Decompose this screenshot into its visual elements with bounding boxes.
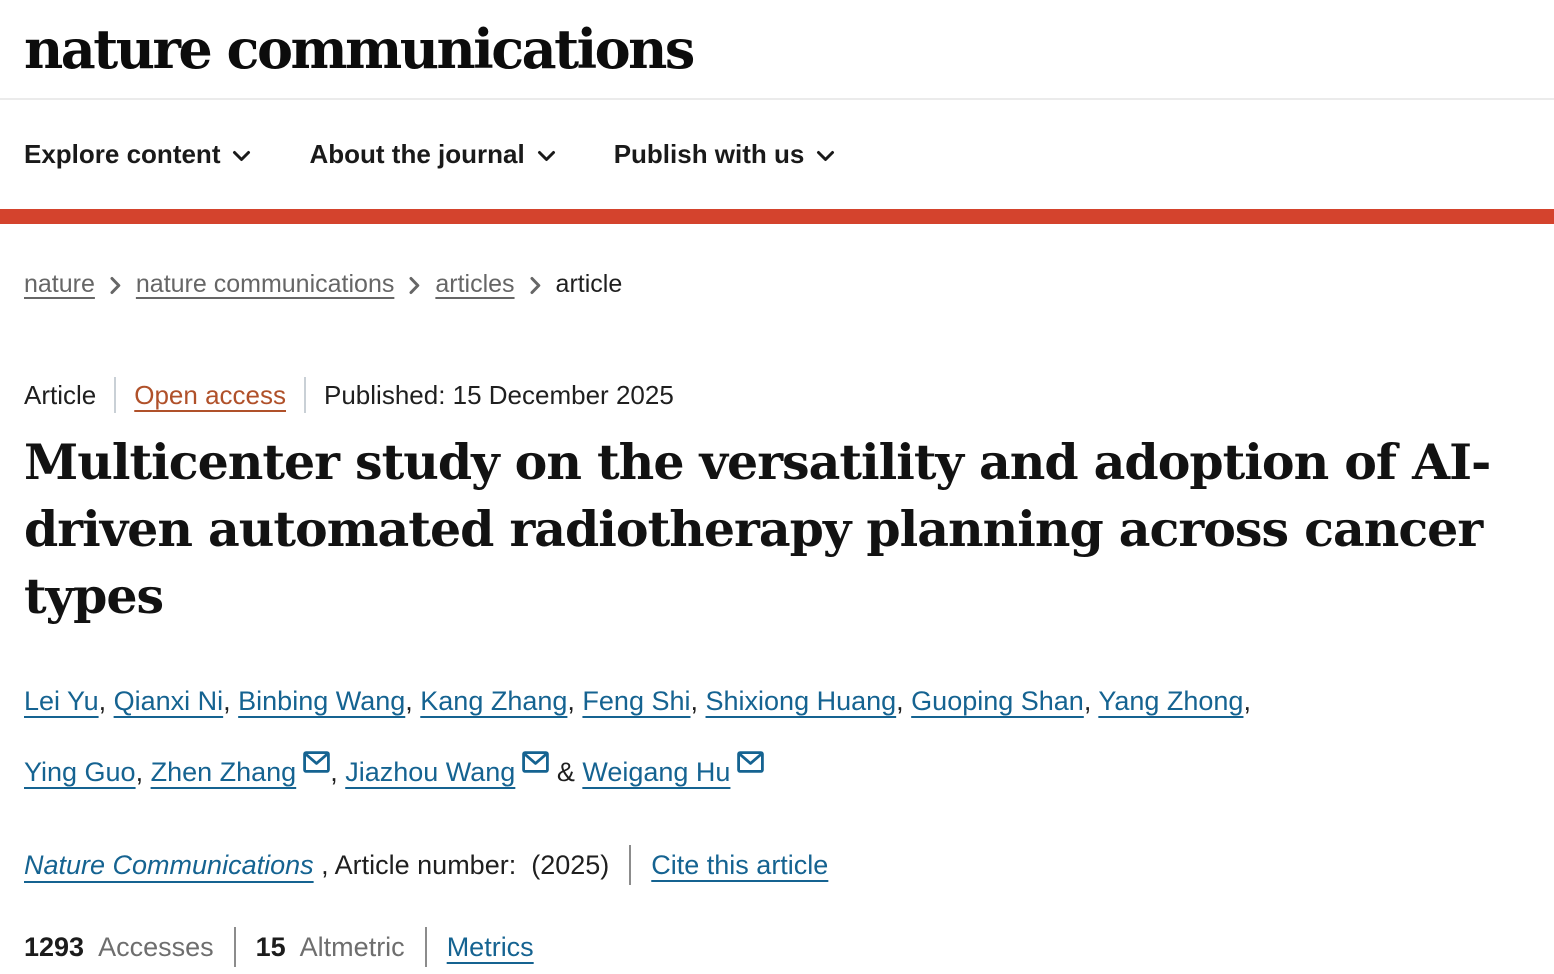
author-link-kang-zhang[interactable]: Kang Zhang xyxy=(420,686,568,716)
article-header-section: nature nature communications articles artic… xyxy=(0,269,1554,967)
nav-explore-content[interactable]: Explore content xyxy=(24,139,251,170)
author-separator: , xyxy=(223,686,239,716)
envelope-icon xyxy=(737,751,765,773)
author-link-yang-zhong[interactable]: Yang Zhong xyxy=(1098,686,1244,716)
author-link-jiazhou-wang[interactable]: Jiazhou Wang xyxy=(345,757,516,787)
divider xyxy=(114,377,117,413)
altmetric-label: Altmetric xyxy=(299,931,405,962)
author-link-qianxi-ni[interactable]: Qianxi Ni xyxy=(113,686,224,716)
author-separator: , xyxy=(330,757,346,787)
accesses-label: Accesses xyxy=(98,931,214,962)
author-separator: , xyxy=(567,686,583,716)
journal-link[interactable]: Nature Communications xyxy=(24,849,314,880)
envelope-icon xyxy=(522,751,550,773)
divider xyxy=(424,927,427,967)
breadcrumb-separator xyxy=(530,276,541,295)
altmetric-count: 15 xyxy=(255,931,286,962)
chevron-right-icon xyxy=(530,276,540,294)
chevron-down-icon xyxy=(537,151,555,161)
breadcrumb-item-nature-communications[interactable]: nature communications xyxy=(135,270,395,298)
breadcrumb-separator xyxy=(409,276,420,295)
author-link-guoping-shan[interactable]: Guoping Shan xyxy=(911,686,1084,716)
author-separator: , xyxy=(690,686,706,716)
divider xyxy=(233,927,236,967)
author-separator: , xyxy=(405,686,421,716)
chevron-down-icon xyxy=(233,151,251,161)
divider xyxy=(304,377,306,413)
nav-item-label: Publish with us xyxy=(613,139,805,169)
author-link-ying-guo[interactable]: Ying Guo xyxy=(24,757,136,787)
brand-red-bar xyxy=(0,209,1554,224)
breadcrumb-separator xyxy=(110,276,121,295)
author-separator: , xyxy=(1083,686,1099,716)
author-separator: , xyxy=(896,686,912,716)
author-email-link-weigang-hu[interactable] xyxy=(737,747,765,781)
author-list-line2: Ying Guo, Zhen Zhang, Jiazhou Wang & Wei… xyxy=(24,747,1530,789)
accesses-count: 1293 xyxy=(24,931,85,962)
breadcrumb-item-articles[interactable]: articles xyxy=(435,270,515,298)
author-email-link-jiazhou-wang[interactable] xyxy=(522,747,550,781)
chevron-down-icon xyxy=(817,151,835,161)
chevron-right-icon xyxy=(110,276,121,294)
envelope-icon xyxy=(303,751,331,773)
author-link-binbing-wang[interactable]: Binbing Wang xyxy=(238,686,406,716)
article-meta-row: Article Open access Published: 15 Decemb… xyxy=(24,377,1530,413)
breadcrumb-item-nature[interactable]: nature xyxy=(24,270,95,298)
author-separator: , xyxy=(1243,686,1251,716)
open-access-link[interactable]: Open access xyxy=(134,379,286,410)
published-date: Published: 15 December 2025 xyxy=(324,379,674,410)
author-list-line1: Lei Yu, Qianxi Ni, Binbing Wang, Kang Zh… xyxy=(24,684,1530,718)
divider xyxy=(629,845,632,885)
article-title: Multicenter study on the versatility and… xyxy=(24,433,1491,625)
author-link-shixiong-huang[interactable]: Shixiong Huang xyxy=(705,686,897,716)
site-header: nature communications xyxy=(0,0,1554,100)
author-link-feng-shi[interactable]: Feng Shi xyxy=(582,686,691,716)
author-separator: , xyxy=(98,686,114,716)
article-type-label: Article xyxy=(24,379,97,410)
top-navigation: Explore content About the journal Publish … xyxy=(0,100,1554,209)
metrics-row: 1293 Accesses 15 Altmetric Metrics xyxy=(24,927,1530,967)
article-number-text: , Article number: (2025) xyxy=(313,849,610,880)
metrics-link[interactable]: Metrics xyxy=(446,931,534,962)
nav-publish-with-us[interactable]: Publish with us xyxy=(614,139,836,170)
author-link-weigang-hu[interactable]: Weigang Hu xyxy=(582,757,731,787)
author-link-lei-yu[interactable]: Lei Yu xyxy=(24,686,99,716)
journal-logo[interactable]: nature communications xyxy=(24,17,695,81)
nav-about-the-journal[interactable]: About the journal xyxy=(309,139,555,170)
nav-item-label: About the journal xyxy=(309,139,525,169)
breadcrumb-item-article: article xyxy=(555,270,623,298)
nav-item-label: Explore content xyxy=(24,139,221,169)
citation-row: Nature Communications , Article number: … xyxy=(24,845,1530,885)
chevron-right-icon xyxy=(409,276,420,294)
author-email-link-zhen-zhang[interactable] xyxy=(303,747,331,781)
cite-this-article-link[interactable]: Cite this article xyxy=(651,849,829,880)
author-separator: , xyxy=(135,757,151,787)
author-separator: & xyxy=(549,757,583,787)
author-link-zhen-zhang[interactable]: Zhen Zhang xyxy=(150,757,297,787)
breadcrumb: nature nature communications articles artic… xyxy=(24,269,1530,299)
